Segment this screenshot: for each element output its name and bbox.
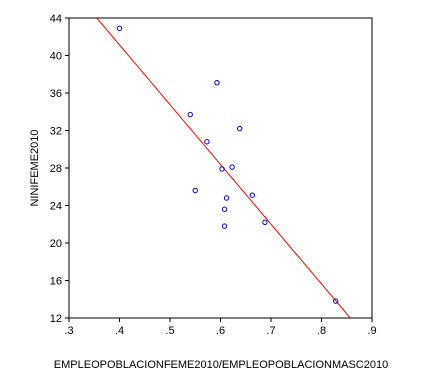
y-tick-label: 24: [50, 201, 62, 213]
data-point-3: [192, 187, 198, 194]
x-tick-label: .6: [216, 325, 225, 337]
x-tick-label: .8: [317, 325, 326, 337]
data-point-5: [214, 79, 220, 86]
y-tick-label: 32: [50, 126, 62, 138]
data-point-8: [221, 206, 228, 212]
data-point-10: [229, 164, 235, 170]
y-tick-label: 16: [50, 276, 62, 288]
x-axis-title: EMPLEOPOBLACIONFEME2010/EMPLEOPOBLACIONM…: [54, 359, 388, 371]
y-tick-label: 44: [50, 13, 62, 25]
data-point-1: [116, 25, 123, 32]
y-tick-label: 36: [50, 88, 62, 100]
data-point-4: [204, 139, 210, 145]
y-tick-label: 12: [50, 313, 62, 325]
x-tick-label: .5: [165, 325, 174, 337]
x-tick-label: .7: [266, 325, 275, 337]
data-point-6: [219, 166, 225, 172]
data-point-2: [187, 111, 193, 118]
y-tick-label: 40: [50, 51, 62, 63]
data-point-11: [236, 125, 243, 132]
x-tick-label: .9: [367, 325, 376, 337]
x-tick-label: .4: [115, 325, 124, 337]
data-point-14: [332, 298, 339, 304]
y-tick-label: 28: [50, 163, 62, 175]
x-tick-label: .3: [64, 325, 73, 337]
data-point-13: [262, 219, 268, 226]
data-point-12: [249, 192, 256, 198]
y-axis-title: NINIFEME2010: [29, 129, 41, 206]
data-point-7: [221, 223, 228, 229]
data-point-9: [223, 195, 230, 201]
y-tick-label: 20: [50, 238, 62, 250]
